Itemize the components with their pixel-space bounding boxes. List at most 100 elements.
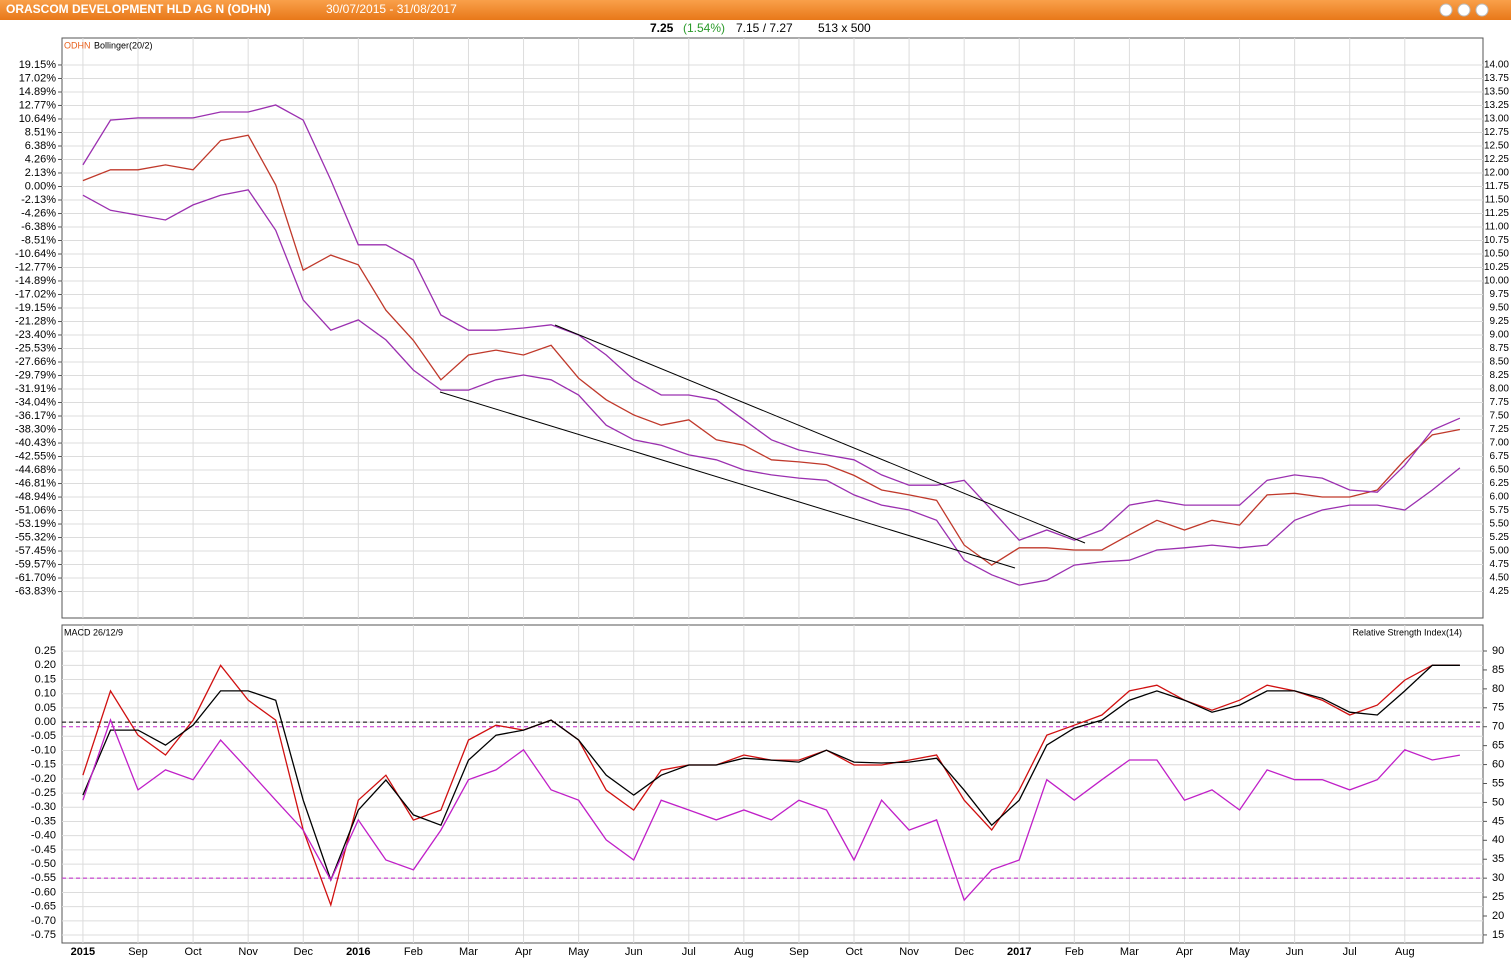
y-tick-label: 9.75 bbox=[1490, 289, 1510, 300]
y2-tick-label: -53.19% bbox=[15, 518, 56, 530]
y-tick-label: 10.50 bbox=[1484, 249, 1509, 260]
y2-tick-label: 0.00% bbox=[25, 180, 56, 192]
series-line bbox=[82, 134, 1461, 566]
y-tick-label: 9.50 bbox=[1490, 303, 1510, 314]
y2-tick-label: -57.45% bbox=[15, 545, 56, 557]
y2-tick-label: -42.55% bbox=[15, 450, 56, 462]
y-tick-label: 13.50 bbox=[1484, 87, 1509, 98]
x-tick-label: May bbox=[568, 946, 589, 958]
y2-tick-label: -27.66% bbox=[15, 356, 56, 368]
y-tick-label: 6.75 bbox=[1490, 451, 1510, 462]
x-tick-label: Jul bbox=[682, 946, 696, 958]
x-tick-label: Sep bbox=[128, 946, 148, 958]
y2-tick-label: 15 bbox=[1492, 929, 1504, 941]
y2-tick-label: 12.77% bbox=[19, 99, 57, 111]
rsi-label: Relative Strength Index(14) bbox=[1352, 627, 1462, 637]
quote-last: 7.25 bbox=[650, 21, 674, 35]
series-line bbox=[82, 189, 1461, 586]
y-tick-label: 9.00 bbox=[1490, 330, 1510, 341]
trend-channel-upper bbox=[554, 324, 1086, 544]
y2-tick-label: 60 bbox=[1492, 758, 1504, 770]
y2-tick-label: 55 bbox=[1492, 777, 1504, 789]
y2-tick-label: 14.89% bbox=[19, 86, 57, 98]
minimize-button[interactable] bbox=[1439, 3, 1453, 17]
series-line bbox=[82, 104, 1461, 541]
y-tick-label: 7.25 bbox=[1490, 424, 1510, 435]
y-tick-label: 0.15 bbox=[35, 673, 56, 685]
y-tick-label: 11.75 bbox=[1485, 181, 1510, 192]
maximize-button[interactable] bbox=[1457, 3, 1471, 17]
x-tick-label: Oct bbox=[185, 946, 202, 958]
y-tick-label: 4.50 bbox=[1490, 573, 1510, 584]
symbol-label: ODHN bbox=[64, 40, 91, 50]
y-tick-label: 10.75 bbox=[1484, 235, 1509, 246]
y2-tick-label: -59.57% bbox=[15, 558, 56, 570]
y-tick-label: -0.20 bbox=[31, 773, 56, 785]
x-tick-label: Jun bbox=[625, 946, 643, 958]
y2-tick-label: -44.68% bbox=[15, 464, 56, 476]
series-line bbox=[82, 664, 1460, 882]
x-tick-label: 2016 bbox=[346, 946, 370, 958]
y-tick-label: 6.50 bbox=[1490, 465, 1510, 476]
y-tick-label: 13.75 bbox=[1484, 73, 1509, 84]
y2-tick-label: 45 bbox=[1492, 815, 1504, 827]
x-tick-label: Dec bbox=[293, 946, 313, 958]
y2-tick-label: -2.13% bbox=[21, 194, 56, 206]
y2-tick-label: 19.15% bbox=[19, 59, 57, 71]
y2-tick-label: -21.28% bbox=[15, 315, 56, 327]
y-tick-label: 11.00 bbox=[1485, 222, 1510, 233]
y2-tick-label: 75 bbox=[1492, 702, 1504, 714]
y-tick-label: 4.25 bbox=[1490, 586, 1510, 597]
y-tick-label: -0.55 bbox=[31, 872, 56, 884]
y2-tick-label: -51.06% bbox=[15, 504, 56, 516]
x-tick-label: Nov bbox=[899, 946, 919, 958]
y-tick-label: -0.70 bbox=[31, 915, 56, 927]
x-tick-label: Aug bbox=[734, 946, 754, 958]
header-range: 30/07/2015 - 31/08/2017 bbox=[326, 2, 457, 16]
close-button[interactable] bbox=[1475, 3, 1489, 17]
y2-tick-label: -46.81% bbox=[15, 477, 56, 489]
y-tick-label: 7.00 bbox=[1490, 438, 1510, 449]
x-tick-label: Feb bbox=[404, 946, 423, 958]
y-tick-label: -0.15 bbox=[31, 759, 56, 771]
y-tick-label: 13.25 bbox=[1484, 100, 1509, 111]
y2-tick-label: 6.38% bbox=[25, 140, 56, 152]
x-tick-label: Jul bbox=[1343, 946, 1357, 958]
y-tick-label: 9.25 bbox=[1490, 316, 1510, 327]
y2-tick-label: 17.02% bbox=[19, 72, 57, 84]
price-panel bbox=[61, 37, 1484, 619]
macd-label: MACD 26/12/9 bbox=[64, 627, 123, 637]
y2-tick-label: -29.79% bbox=[15, 369, 56, 381]
quote-change: (1.54%) bbox=[683, 21, 725, 35]
indicator-panel bbox=[61, 624, 1484, 944]
y2-tick-label: -6.38% bbox=[21, 221, 56, 233]
y2-tick-label: -38.30% bbox=[15, 423, 56, 435]
x-tick-label: Jun bbox=[1286, 946, 1304, 958]
y2-tick-label: 20 bbox=[1492, 910, 1504, 922]
x-tick-label: 2017 bbox=[1007, 946, 1031, 958]
y2-tick-label: 2.13% bbox=[25, 167, 56, 179]
y-tick-label: 10.25 bbox=[1484, 262, 1509, 273]
y2-tick-label: -40.43% bbox=[15, 437, 56, 449]
x-tick-label: 2015 bbox=[71, 946, 95, 958]
y2-tick-label: 65 bbox=[1492, 740, 1504, 752]
y-tick-label: 12.75 bbox=[1484, 127, 1509, 138]
y2-tick-label: 4.26% bbox=[25, 153, 56, 165]
x-tick-label: Apr bbox=[515, 946, 532, 958]
x-tick-label: Sep bbox=[789, 946, 809, 958]
y2-tick-label: -12.77% bbox=[15, 261, 56, 273]
series-line bbox=[82, 718, 1461, 902]
y2-tick-label: -23.40% bbox=[15, 329, 56, 341]
x-tick-label: Apr bbox=[1176, 946, 1193, 958]
y-tick-label: 8.50 bbox=[1490, 357, 1510, 368]
y-tick-label: 12.00 bbox=[1484, 168, 1509, 179]
y2-tick-label: -14.89% bbox=[15, 275, 56, 287]
x-tick-label: Oct bbox=[845, 946, 862, 958]
plot-layer: 2015 Sep Oct Nov Dec 2016 Feb Mar Apr May Jun Jul Au… bbox=[15, 38, 1509, 958]
header-title: ORASCOM DEVELOPMENT HLD AG N (ODHN) bbox=[6, 2, 271, 16]
y-tick-label: -0.35 bbox=[31, 815, 56, 827]
y-tick-label: 6.25 bbox=[1490, 478, 1510, 489]
y2-tick-label: -25.53% bbox=[15, 342, 56, 354]
y-tick-label: 0.10 bbox=[35, 688, 56, 700]
